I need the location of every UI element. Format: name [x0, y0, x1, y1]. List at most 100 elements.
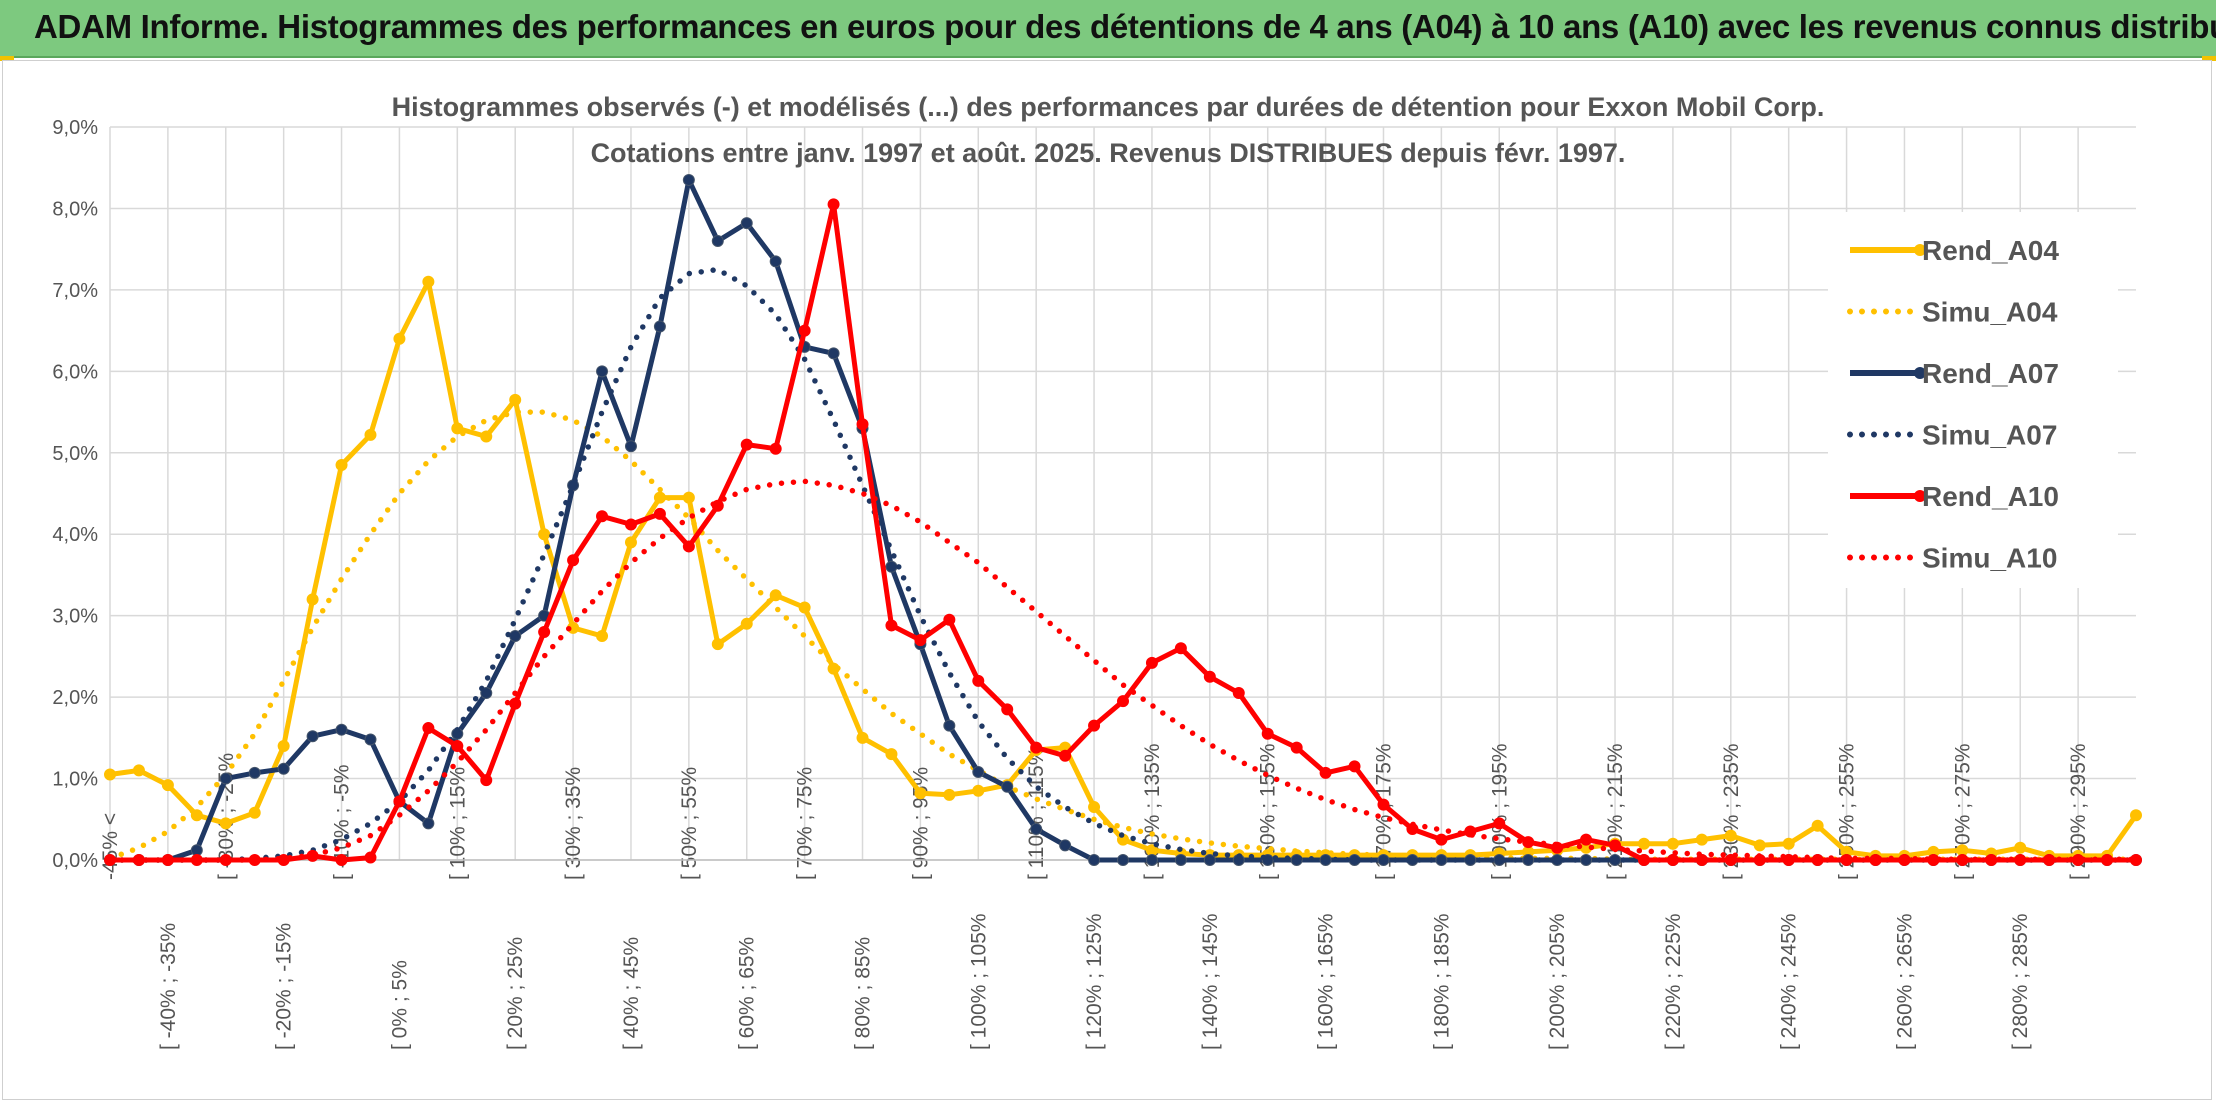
series-rend-a10-point — [1145, 656, 1158, 669]
legend-label: Simu_A07 — [1922, 420, 2057, 451]
series-rend-a10-point — [1088, 719, 1101, 732]
x-tick-label: [ 0% ; 5% — [388, 960, 411, 1050]
series-rend-a10-point — [480, 774, 493, 787]
series-rend-a04-point — [769, 589, 782, 602]
legend-label: Rend_A04 — [1922, 235, 2059, 266]
legend-item-simu-a04: Simu_A04 — [1847, 297, 2058, 328]
series-rend-a04-point — [277, 739, 290, 752]
series-rend-a07-point — [711, 235, 724, 248]
series-rend-a10-point — [914, 634, 927, 647]
x-tick-label: [ -20% ; -15% — [273, 923, 296, 1050]
series-rend-a07-point — [624, 440, 637, 453]
chart-title: Histogrammes observés (-) et modélisés (… — [392, 92, 1825, 122]
series-rend-a10-point — [798, 324, 811, 337]
series-rend-a07-point — [653, 320, 666, 333]
series-rend-a10-point — [1030, 741, 1043, 754]
series-rend-a07-point — [335, 723, 348, 736]
x-tick-label: [ 240% ; 245% — [1778, 913, 1801, 1050]
series-rend-a04-point — [219, 817, 232, 830]
x-tick-label: [ 180% ; 185% — [1430, 913, 1453, 1050]
series-rend-a04-point — [480, 430, 493, 443]
legend-item-rend-a10: Rend_A10 — [1850, 481, 2059, 512]
series-rend-a10-point — [1232, 687, 1245, 700]
series-rend-a10-point — [1203, 670, 1216, 683]
series-rend-a10-point — [1117, 695, 1129, 708]
series-rend-a04-point — [798, 601, 811, 614]
x-tick-label: [ 150% ; 155% — [1257, 743, 1280, 880]
series-rend-a07-point — [682, 173, 695, 186]
series-rend-a10-point — [943, 613, 956, 626]
series-rend-a07-point — [509, 630, 522, 643]
x-tick-label: [ 120% ; 125% — [1083, 913, 1106, 1050]
x-tick-label: -45% < — [99, 813, 122, 880]
series-rend-a10-point — [1666, 854, 1679, 866]
x-tick-label: [ 60% ; 65% — [736, 937, 759, 1050]
chart-legend: Rend_A04 Simu_A04 Rend_A07 Simu_A07 Rend_A10… — [1828, 212, 2118, 588]
y-tick-label: 8,0% — [52, 198, 98, 220]
series-rend-a10-point — [972, 674, 985, 687]
series-rend-a10-point — [538, 625, 551, 638]
banner-accent-right — [2202, 56, 2216, 61]
series-rend-a04-point — [335, 458, 348, 471]
x-tick-label: [ -30% ; -25% — [215, 753, 238, 880]
legend-label: Simu_A10 — [1922, 543, 2057, 574]
series-rend-a04-point — [2130, 809, 2142, 822]
series-rend-a07-point — [1059, 839, 1072, 852]
series-rend-a04-point — [1695, 833, 1708, 846]
series-rend-a04-point — [248, 806, 261, 819]
series-simu-a07-line — [107, 266, 2139, 863]
series-rend-a04-point — [885, 748, 898, 761]
legend-item-rend-a04: Rend_A04 — [1850, 235, 2059, 266]
series-rend-a07-point — [248, 766, 261, 779]
series-rend-a10-point — [1348, 760, 1361, 773]
series-simu-a10-line — [107, 478, 2139, 863]
legend-marker — [1914, 244, 1926, 256]
banner-accent-left — [0, 56, 14, 61]
series-rend-a07-point — [596, 365, 609, 378]
series-rend-a10-point — [856, 418, 869, 431]
y-tick-label: 3,0% — [52, 606, 98, 628]
y-tick-label: 5,0% — [52, 443, 98, 465]
chart-frame — [2, 60, 2212, 1100]
series-rend-a04-point — [856, 731, 869, 744]
y-tick-label: 9,0% — [52, 117, 98, 139]
series-rend-a10-point — [509, 697, 522, 710]
x-tick-label: [ 170% ; 175% — [1372, 743, 1395, 880]
chart-subtitle: Cotations entre janv. 1997 et août. 2025… — [591, 138, 1626, 168]
series-rend-a10-point — [422, 722, 435, 735]
series-rend-a04-point — [132, 764, 145, 777]
series-rend-a10-point — [827, 198, 840, 211]
series-rend-a04-point — [422, 275, 435, 288]
x-tick-label: [ 100% ; 105% — [967, 913, 990, 1050]
x-tick-label: [ 190% ; 195% — [1488, 743, 1511, 880]
legend-marker — [1914, 367, 1926, 379]
series-rend-a07-point — [885, 560, 898, 573]
x-tick-label: [ 290% ; 295% — [2067, 743, 2090, 880]
series-rend-a07-point — [769, 255, 782, 268]
series-rend-a04-point — [364, 428, 377, 441]
series-rend-a07-point — [364, 733, 377, 746]
y-tick-label: 1,0% — [52, 769, 98, 791]
series-rend-a04-point — [596, 630, 609, 643]
legend-item-simu-a07: Simu_A07 — [1847, 420, 2057, 451]
y-tick-label: 0,0% — [52, 850, 98, 872]
legend-marker — [1914, 490, 1926, 502]
y-tick-label: 6,0% — [52, 361, 98, 383]
series-rend-a04-point — [914, 787, 927, 800]
series-rend-a07-point — [1117, 854, 1129, 866]
series-rend-a10-point — [1290, 741, 1303, 754]
series-rend-a04-point — [1724, 829, 1737, 842]
legend-label: Simu_A04 — [1922, 297, 2058, 328]
x-tick-label: [ 20% ; 25% — [504, 937, 527, 1050]
series-rend-a04-point — [653, 491, 666, 504]
series-lines — [104, 173, 2142, 866]
series-rend-a10-point — [740, 438, 753, 451]
series-rend-a10-point — [1174, 642, 1187, 655]
series-rend-a04-point — [161, 779, 174, 792]
series-rend-a07-point — [943, 719, 956, 732]
series-rend-a07-point — [1088, 854, 1101, 866]
x-tick-label: [ 280% ; 285% — [2009, 913, 2032, 1050]
series-rend-a10-point — [1261, 727, 1274, 740]
series-rend-a10-point — [335, 854, 348, 866]
banner-title: ADAM Informe. Histogrammes des performan… — [34, 8, 2216, 45]
